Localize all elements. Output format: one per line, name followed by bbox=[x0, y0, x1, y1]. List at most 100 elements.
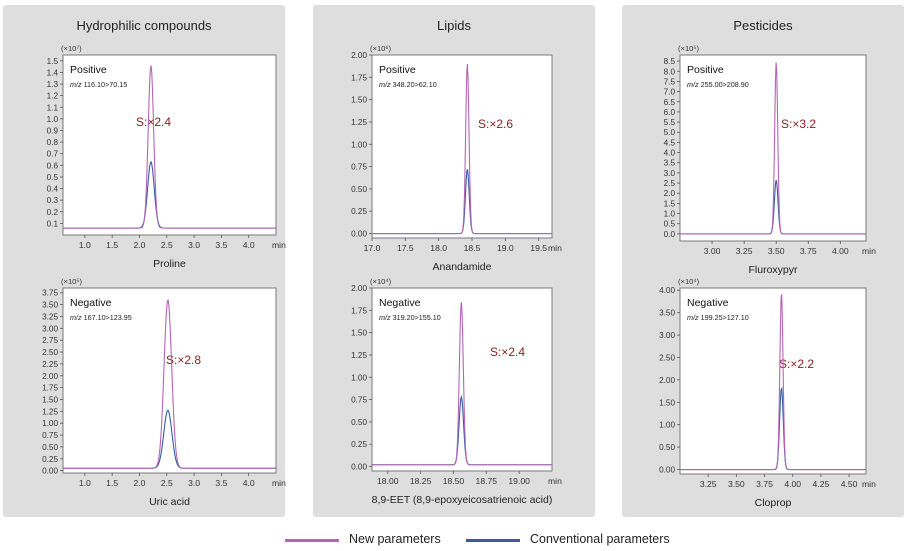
anandamide-xtick-label: 19.0 bbox=[497, 243, 514, 253]
proline-plot-area bbox=[62, 54, 277, 236]
uric-acid-ratio-label: S:×2.8 bbox=[166, 353, 201, 367]
proline-ytick-label: 1.3 bbox=[47, 80, 59, 89]
cloprop-xtick-label: 3.50 bbox=[728, 479, 745, 489]
anandamide-ytick-label: 2.00 bbox=[351, 51, 367, 60]
cloprop-x-unit: min bbox=[862, 479, 876, 489]
cloprop-mz-label: m/z 199.25>127.10 bbox=[687, 313, 749, 322]
uric-acid-mz-prefix: m/z bbox=[70, 313, 84, 322]
proline-xtick-label: 2.5 bbox=[161, 240, 173, 250]
cloprop-mode-label: Negative bbox=[687, 297, 729, 309]
eet-ytick-label: 1.75 bbox=[351, 306, 367, 315]
uric-acid-ytick-label: 3.25 bbox=[42, 312, 58, 321]
uric-acid-mz-value: 167.10>123.95 bbox=[84, 313, 132, 322]
proline-ytick-label: 1.1 bbox=[47, 103, 59, 112]
uric-acid-ytick-label: 0.75 bbox=[42, 431, 58, 440]
eet-mz-label: m/z 319.20>155.10 bbox=[379, 313, 441, 322]
uric-acid-x-unit: min bbox=[272, 478, 286, 488]
cloprop-xtick-label: 3.75 bbox=[756, 479, 773, 489]
uric-acid-ytick-label: 2.25 bbox=[42, 360, 58, 369]
eet-mz-prefix: m/z bbox=[379, 313, 393, 322]
fluroxypyr-ytick-label: 4.0 bbox=[664, 149, 676, 158]
proline-series-new bbox=[63, 65, 276, 229]
fluroxypyr-xtick-label: 4.00 bbox=[832, 246, 849, 256]
legend-swatch-new bbox=[285, 539, 339, 542]
uric-acid-xtick-label: 1.5 bbox=[106, 478, 118, 488]
fluroxypyr-ytick-label: 7.5 bbox=[664, 77, 676, 86]
uric-acid-ytick-label: 1.00 bbox=[42, 419, 58, 428]
fluroxypyr-mz-prefix: m/z bbox=[687, 80, 701, 89]
cloprop-xtick-label: 4.00 bbox=[784, 479, 801, 489]
anandamide-ytick-label: 0.00 bbox=[351, 230, 367, 239]
proline-ytick-label: 0.4 bbox=[47, 185, 59, 194]
cloprop-compound-name: Cloprop bbox=[755, 497, 792, 509]
cloprop-xtick-label: 4.25 bbox=[813, 479, 830, 489]
anandamide-ytick-label: 1.25 bbox=[351, 118, 367, 127]
eet-xtick-label: 19.00 bbox=[508, 476, 530, 486]
proline-ytick-label: 1.4 bbox=[47, 68, 59, 77]
anandamide-ytick-label: 0.25 bbox=[351, 207, 367, 216]
proline-ytick-label: 0.8 bbox=[47, 138, 59, 147]
fluroxypyr-ytick-label: 8.0 bbox=[664, 67, 676, 76]
cloprop-xtick-label: 3.25 bbox=[700, 479, 717, 489]
anandamide-scale-label: (×10⁶) bbox=[370, 44, 392, 53]
legend-label-conventional: Conventional parameters bbox=[530, 532, 670, 546]
proline-mz-prefix: m/z bbox=[70, 80, 84, 89]
anandamide-xtick-label: 17.0 bbox=[364, 243, 381, 253]
proline-x-unit: min bbox=[272, 240, 286, 250]
anandamide-ytick-label: 1.75 bbox=[351, 73, 367, 82]
cloprop-ytick-label: 3.00 bbox=[659, 331, 675, 340]
fluroxypyr-ytick-label: 1.0 bbox=[664, 210, 676, 219]
cloprop-xtick-label: 4.50 bbox=[841, 479, 858, 489]
fluroxypyr-xtick-label: 3.50 bbox=[768, 246, 785, 256]
fluroxypyr-ytick-label: 2.0 bbox=[664, 189, 676, 198]
proline-ytick-label: 0.5 bbox=[47, 173, 59, 182]
proline-xtick-label: 1.5 bbox=[106, 240, 118, 250]
eet-ytick-label: 0.25 bbox=[351, 440, 367, 449]
cloprop-ratio-label: S:×2.2 bbox=[779, 357, 814, 371]
proline-ytick-label: 0.2 bbox=[47, 208, 59, 217]
anandamide-mode-label: Positive bbox=[379, 64, 416, 76]
eet-x-unit: min bbox=[548, 476, 562, 486]
cloprop-ytick-label: 3.50 bbox=[659, 309, 675, 318]
cloprop-ytick-label: 4.00 bbox=[659, 286, 675, 295]
fluroxypyr-ytick-label: 6.5 bbox=[664, 98, 676, 107]
anandamide-xtick-label: 18.5 bbox=[464, 243, 481, 253]
fluroxypyr-mz-label: m/z 255.00>208.90 bbox=[687, 80, 749, 89]
fluroxypyr-ytick-label: 6.0 bbox=[664, 108, 676, 117]
panel-title-lipids: Lipids bbox=[437, 18, 471, 33]
proline-xtick-label: 2.0 bbox=[133, 240, 145, 250]
anandamide-series-new bbox=[372, 64, 552, 235]
cloprop-ytick-label: 1.00 bbox=[659, 421, 675, 430]
cloprop-ytick-label: 2.50 bbox=[659, 353, 675, 362]
eet-ytick-label: 1.50 bbox=[351, 329, 367, 338]
fluroxypyr-series-new bbox=[680, 62, 866, 235]
uric-acid-ytick-label: 1.75 bbox=[42, 384, 58, 393]
eet-xtick-label: 18.00 bbox=[377, 476, 399, 486]
anandamide-ratio-label: S:×2.6 bbox=[478, 117, 513, 131]
fluroxypyr-ytick-label: 0.0 bbox=[664, 230, 676, 239]
proline-ytick-label: 0.6 bbox=[47, 161, 59, 170]
uric-acid-ytick-label: 2.50 bbox=[42, 348, 58, 357]
proline-xtick-label: 3.5 bbox=[215, 240, 227, 250]
proline-xtick-label: 4.0 bbox=[243, 240, 255, 250]
eet-xtick-label: 18.75 bbox=[476, 476, 498, 486]
legend: New parameters Conventional parameters bbox=[0, 530, 909, 550]
anandamide-xtick-label: 17.5 bbox=[397, 243, 414, 253]
anandamide-ytick-label: 0.50 bbox=[351, 185, 367, 194]
eet-ytick-label: 0.75 bbox=[351, 396, 367, 405]
fluroxypyr-xtick-label: 3.75 bbox=[800, 246, 817, 256]
fluroxypyr-mz-value: 255.00>208.90 bbox=[701, 80, 749, 89]
fluroxypyr-ytick-label: 8.5 bbox=[664, 57, 676, 66]
proline-ytick-label: 1.2 bbox=[47, 92, 59, 101]
cloprop-mz-value: 199.25>127.10 bbox=[701, 313, 749, 322]
uric-acid-xtick-label: 2.5 bbox=[161, 478, 173, 488]
fluroxypyr-compound-name: Fluroxypyr bbox=[748, 264, 798, 276]
fluroxypyr-x-unit: min bbox=[862, 246, 876, 256]
cloprop-ytick-label: 1.50 bbox=[659, 398, 675, 407]
cloprop-plot-area bbox=[679, 287, 867, 475]
legend-swatch-conventional bbox=[466, 539, 520, 542]
cloprop-scale-label: (×10⁴) bbox=[678, 277, 700, 286]
uric-acid-scale-label: (×10⁵) bbox=[61, 277, 83, 286]
anandamide-xtick-label: 18.0 bbox=[430, 243, 447, 253]
uric-acid-ytick-label: 0.50 bbox=[42, 443, 58, 452]
